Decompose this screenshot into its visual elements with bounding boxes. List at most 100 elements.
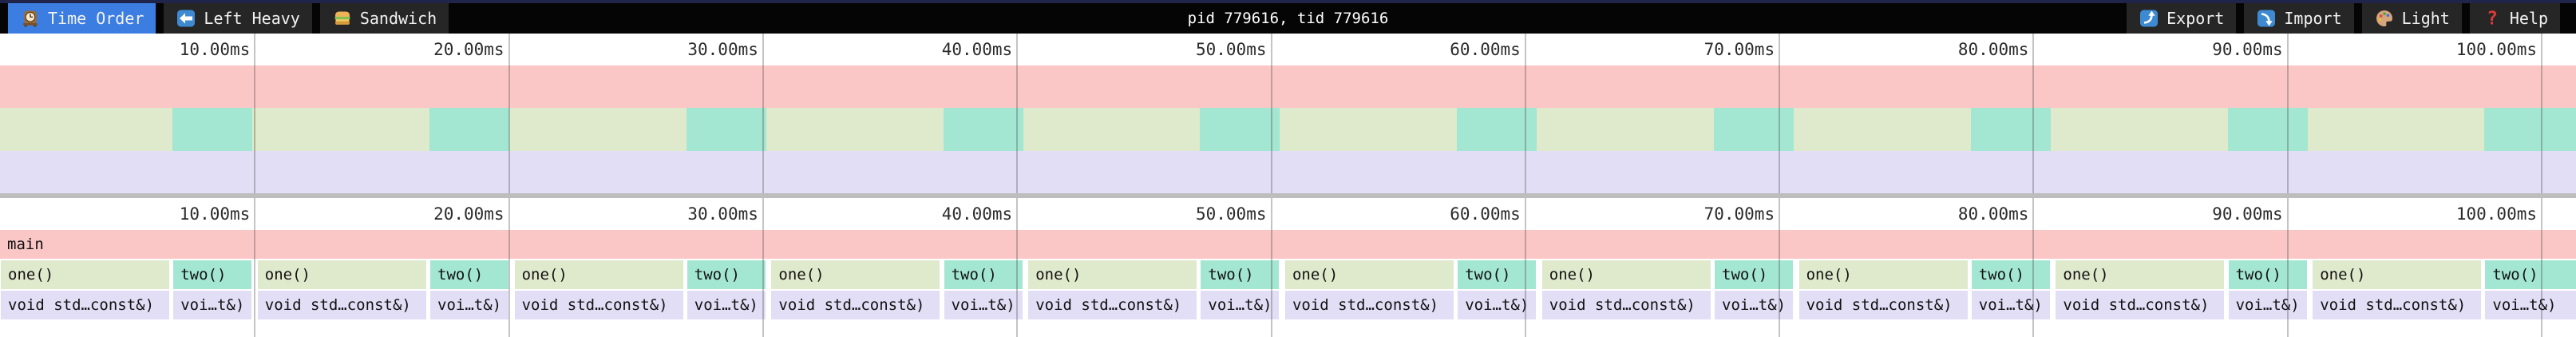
tab-left-heavy[interactable]: Left Heavy bbox=[164, 3, 312, 34]
tick-label: 20.00ms bbox=[433, 40, 505, 59]
minimap-two-block bbox=[429, 108, 509, 151]
tab-label: Time Order bbox=[48, 9, 144, 28]
tick-label: 10.00ms bbox=[179, 204, 251, 224]
minimap-row-sleep bbox=[0, 150, 2576, 193]
frame-one[interactable]: one() bbox=[514, 260, 683, 289]
tab-label: Sandwich bbox=[359, 9, 437, 28]
action-label: Export bbox=[2166, 9, 2225, 28]
frame-sleep-call[interactable]: voi…t&) bbox=[173, 291, 252, 319]
minimap-two-block bbox=[2227, 108, 2308, 151]
frame-sleep-call[interactable]: voi…t&) bbox=[2485, 291, 2576, 319]
import-button[interactable]: Import bbox=[2244, 3, 2354, 34]
tick-label: 60.00ms bbox=[1450, 204, 1521, 224]
flamegraph-ruler: 10.00ms 20.00ms 30.00ms 40.00ms 50.00ms 60.00… bbox=[0, 198, 2576, 230]
action-label: Help bbox=[2509, 9, 2548, 28]
frame-sleep-call[interactable]: void std…const&) bbox=[2313, 291, 2482, 319]
tick-label: 40.00ms bbox=[941, 40, 1013, 59]
toolbar-actions: Export Import Light ? Help bbox=[2127, 3, 2560, 34]
frame-one[interactable]: one() bbox=[771, 260, 940, 289]
frame-one[interactable]: one() bbox=[1028, 260, 1197, 289]
frame-two[interactable]: two() bbox=[1458, 260, 1537, 289]
frame-sleep-call[interactable]: voi…t&) bbox=[1201, 291, 1280, 319]
tick-label: 100.00ms bbox=[2455, 204, 2538, 224]
tick-label: 50.00ms bbox=[1195, 40, 1267, 59]
tick-label: 40.00ms bbox=[941, 204, 1013, 224]
minimap-row-main bbox=[0, 65, 2576, 109]
frame-two[interactable]: two() bbox=[944, 260, 1023, 289]
frame-two[interactable]: two() bbox=[1971, 260, 2050, 289]
frame-sleep-call[interactable]: void std…const&) bbox=[2056, 291, 2225, 319]
tick-label: 60.00ms bbox=[1450, 40, 1521, 59]
frame-two[interactable]: two() bbox=[173, 260, 252, 289]
help-button[interactable]: ? Help bbox=[2469, 3, 2560, 34]
frame-one[interactable]: one() bbox=[1798, 260, 1968, 289]
minimap-two-block bbox=[1200, 108, 1280, 151]
frame-two[interactable]: two() bbox=[430, 260, 508, 289]
frame-sleep-call[interactable]: voi…t&) bbox=[944, 291, 1023, 319]
left-arrow-icon bbox=[176, 8, 196, 29]
frame-two[interactable]: two() bbox=[1715, 260, 1793, 289]
frame-sleep-call[interactable]: void std…const&) bbox=[1798, 291, 1968, 319]
frame-sleep-call[interactable]: voi…t&) bbox=[430, 291, 508, 319]
frame-sleep-call[interactable]: void std…const&) bbox=[1, 291, 169, 319]
frame-one[interactable]: one() bbox=[257, 260, 426, 289]
minimap-two-block bbox=[1457, 108, 1537, 151]
frame-one[interactable]: one() bbox=[1284, 260, 1454, 289]
frame-one[interactable]: one() bbox=[2313, 260, 2482, 289]
palette-icon bbox=[2374, 8, 2395, 29]
frame-sleep-call[interactable]: void std…const&) bbox=[257, 291, 426, 319]
flamegraph[interactable]: 10.00ms 20.00ms 30.00ms 40.00ms 50.00ms 60.00… bbox=[0, 198, 2576, 337]
frame-sleep-call[interactable]: void std…const&) bbox=[1541, 291, 1711, 319]
frame-sleep-call[interactable]: voi…t&) bbox=[2228, 291, 2307, 319]
frame-sleep-call[interactable]: void std…const&) bbox=[1028, 291, 1197, 319]
frame-one[interactable]: one() bbox=[2056, 260, 2225, 289]
flamegraph-row-calls: one() two() one() two() one() two() one() two()… bbox=[0, 260, 2576, 289]
minimap-two-block bbox=[1714, 108, 1794, 151]
export-button[interactable]: Export bbox=[2127, 3, 2237, 34]
tab-sandwich[interactable]: Sandwich bbox=[319, 3, 449, 34]
minimap[interactable]: 10.00ms 20.00ms 30.00ms 40.00ms 50.00ms 60.00… bbox=[0, 34, 2576, 193]
svg-text:?: ? bbox=[2487, 9, 2498, 30]
import-icon bbox=[2256, 8, 2277, 29]
minimap-ruler: 10.00ms 20.00ms 30.00ms 40.00ms 50.00ms 60.00… bbox=[0, 34, 2576, 65]
frame-sleep-call[interactable]: voi…t&) bbox=[1715, 291, 1793, 319]
frame-sleep-call[interactable]: voi…t&) bbox=[687, 291, 766, 319]
tick-label: 50.00ms bbox=[1195, 204, 1267, 224]
frame-sleep-call[interactable]: void std…const&) bbox=[514, 291, 683, 319]
frame-two[interactable]: two() bbox=[2228, 260, 2307, 289]
minimap-rows bbox=[0, 65, 2576, 193]
tick-label: 100.00ms bbox=[2455, 40, 2538, 59]
tick-label: 20.00ms bbox=[433, 204, 505, 224]
frame-sleep-call[interactable]: voi…t&) bbox=[1971, 291, 2050, 319]
tick-label: 30.00ms bbox=[687, 40, 758, 59]
frame-sleep-call[interactable]: void std…const&) bbox=[771, 291, 940, 319]
action-label: Import bbox=[2284, 9, 2342, 28]
frame-two[interactable]: two() bbox=[1201, 260, 1280, 289]
tick-label: 30.00ms bbox=[687, 204, 758, 224]
frame-sleep-call[interactable]: void std…const&) bbox=[1284, 291, 1454, 319]
tick-label: 80.00ms bbox=[1957, 40, 2029, 59]
tick-label: 90.00ms bbox=[2212, 40, 2283, 59]
frame-sleep-call[interactable]: voi…t&) bbox=[1458, 291, 1537, 319]
frame-main[interactable]: main bbox=[0, 230, 2576, 259]
mantel-clock-icon bbox=[20, 8, 41, 29]
theme-toggle-button[interactable]: Light bbox=[2361, 3, 2462, 34]
tab-label: Left Heavy bbox=[204, 9, 300, 28]
frame-one[interactable]: one() bbox=[1541, 260, 1711, 289]
sandwich-icon bbox=[332, 8, 353, 29]
frame-two[interactable]: two() bbox=[2485, 260, 2576, 289]
frame-two[interactable]: two() bbox=[687, 260, 766, 289]
minimap-divider bbox=[0, 193, 2576, 198]
minimap-two-block bbox=[686, 108, 766, 151]
flamegraph-row-sleep: void std…const&) voi…t&) void std…const&) v… bbox=[0, 291, 2576, 319]
tick-label: 70.00ms bbox=[1703, 40, 1775, 59]
tab-time-order[interactable]: Time Order bbox=[8, 3, 156, 34]
export-icon bbox=[2139, 8, 2159, 29]
view-tabs: Time Order Left Heavy Sandwich bbox=[8, 3, 449, 34]
tick-label: 70.00ms bbox=[1703, 204, 1775, 224]
frame-one[interactable]: one() bbox=[1, 260, 169, 289]
question-mark-icon: ? bbox=[2482, 8, 2503, 30]
toolbar: Time Order Left Heavy Sandwich pid 77961… bbox=[0, 0, 2576, 34]
minimap-two-block bbox=[943, 108, 1023, 151]
tick-label: 90.00ms bbox=[2212, 204, 2283, 224]
